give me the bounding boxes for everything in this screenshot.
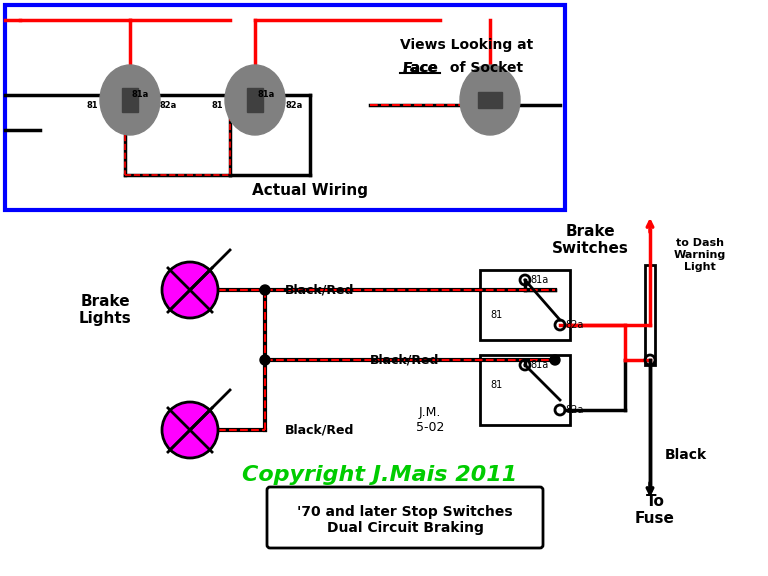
Circle shape [260, 355, 270, 365]
Text: 81a: 81a [132, 90, 149, 99]
Text: Black/Red: Black/Red [370, 354, 439, 366]
Text: 81: 81 [86, 100, 98, 109]
Text: Black/Red: Black/Red [285, 423, 354, 437]
Text: Black/Red: Black/Red [285, 283, 354, 297]
Text: Views Looking at: Views Looking at [400, 38, 533, 52]
Ellipse shape [100, 65, 160, 135]
Text: 81: 81 [490, 380, 502, 390]
Circle shape [260, 285, 270, 295]
Text: '70 and later Stop Switches
Dual Circuit Braking: '70 and later Stop Switches Dual Circuit… [297, 505, 513, 535]
Ellipse shape [225, 65, 285, 135]
Bar [122, 88, 138, 112]
Circle shape [162, 402, 218, 458]
Text: 82a: 82a [565, 405, 584, 415]
Text: 82a: 82a [565, 320, 584, 330]
Bar [247, 88, 263, 112]
FancyBboxPatch shape [5, 5, 565, 210]
Text: 81a: 81a [530, 275, 548, 285]
Ellipse shape [460, 65, 520, 135]
Bar [480, 270, 570, 340]
Text: Copyright J.Mais 2011: Copyright J.Mais 2011 [243, 465, 518, 485]
Text: 81: 81 [490, 310, 502, 320]
Text: Black: Black [665, 448, 707, 462]
Text: Face: Face [403, 61, 439, 75]
Text: 82a: 82a [160, 100, 177, 109]
FancyBboxPatch shape [267, 487, 543, 548]
Circle shape [162, 262, 218, 318]
Bar [480, 355, 570, 425]
Text: Brake
Lights: Brake Lights [78, 294, 131, 326]
Text: 81: 81 [211, 100, 223, 109]
Text: 82a: 82a [285, 100, 303, 109]
Text: 81a: 81a [530, 360, 548, 370]
Text: Face: Face [403, 61, 438, 75]
Text: J.M.
5-02: J.M. 5-02 [415, 406, 444, 434]
Bar [478, 92, 502, 108]
Text: to Dash
Warning
Light: to Dash Warning Light [674, 238, 726, 272]
Text: Actual Wiring: Actual Wiring [252, 183, 368, 198]
Text: To
Fuse: To Fuse [635, 494, 675, 526]
Text: 81a: 81a [257, 90, 274, 99]
Circle shape [550, 355, 560, 365]
Text: Brake
Switches: Brake Switches [551, 224, 628, 256]
Bar [645, 265, 655, 365]
Text: of Socket: of Socket [445, 61, 523, 75]
